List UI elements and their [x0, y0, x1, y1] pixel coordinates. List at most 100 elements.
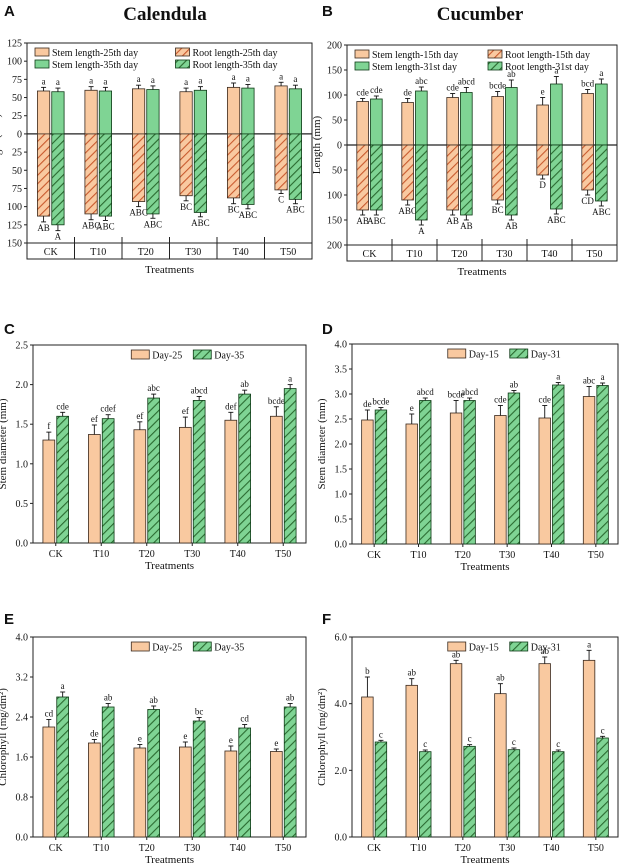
y-tick-label: 75	[12, 75, 22, 86]
x-tick-label: CK	[367, 843, 382, 854]
legend-swatch	[354, 61, 370, 71]
significance-letter: cde	[494, 395, 507, 405]
bar	[538, 663, 551, 838]
bar	[596, 385, 609, 545]
legend-swatch	[354, 49, 370, 59]
significance-letter: ABC	[547, 215, 566, 225]
y-tick-label: 6.0	[335, 633, 348, 644]
bar	[133, 429, 147, 544]
bar	[42, 439, 56, 544]
significance-letter: bcde	[268, 396, 285, 406]
chart-panel-f: 0.0 2.0 4.0 6.0 Chlorophyll (mg/dm²) b ab ab ab a…	[316, 633, 619, 866]
y-tick-label: 1.0	[335, 490, 348, 501]
y-tick-label: 200	[327, 241, 342, 252]
x-tick-label: T40	[543, 843, 559, 854]
bar	[491, 144, 504, 201]
significance-letter: bcde	[372, 397, 389, 407]
y-tick-label: 150	[327, 216, 342, 227]
y-axis-label: Chlorophyll (mg/dm²)	[316, 688, 328, 786]
significance-letter: a	[293, 74, 297, 84]
bar	[596, 737, 609, 838]
y-tick-label: 100	[327, 91, 342, 102]
plot-frame	[32, 344, 307, 544]
panel-letter-f: F	[322, 611, 331, 628]
legend-swatch	[192, 349, 212, 360]
bar	[288, 88, 303, 135]
significance-letter: c	[512, 737, 516, 747]
significance-letter: AB	[505, 221, 518, 231]
bar	[505, 144, 518, 216]
y-tick-label: 100	[7, 202, 22, 213]
bar	[552, 384, 565, 545]
y-tick-label: 100	[327, 191, 342, 202]
y-tick-label: 50	[332, 166, 342, 177]
legend-label: Root length-15th day	[505, 50, 590, 61]
legend-label: Stem length-35th day	[52, 60, 138, 71]
bar	[238, 393, 251, 544]
x-tick-label: T20	[138, 247, 154, 258]
y-axis-label: Length (mm)	[311, 115, 323, 174]
x-tick-label: T50	[588, 550, 604, 561]
x-tick-label: T20	[455, 843, 471, 854]
significance-letter: a	[556, 372, 560, 382]
significance-letter: abcd	[191, 385, 208, 395]
x-tick-label: T40	[541, 249, 557, 260]
x-tick-label: T20	[451, 249, 467, 260]
x-tick-label: T40	[233, 247, 249, 258]
bar	[374, 741, 388, 838]
significance-letter: a	[198, 76, 202, 86]
panel-letter-b: B	[322, 3, 333, 20]
y-tick-label: 0.0	[16, 833, 29, 844]
bar	[270, 415, 283, 544]
x-tick-label: CK	[49, 843, 64, 854]
legend-label: Root length-35th day	[193, 60, 278, 71]
y-tick-label: 150	[7, 239, 22, 250]
legend-label: Root length-25th day	[193, 48, 278, 59]
bar	[494, 693, 507, 838]
significance-letter: a	[279, 71, 283, 81]
legend-swatch	[487, 61, 503, 71]
bar	[449, 412, 463, 545]
significance-letter: a	[554, 66, 558, 76]
x-tick-label: T20	[139, 549, 155, 560]
significance-letter: AB	[460, 221, 473, 231]
bar	[224, 750, 238, 838]
x-tick-label: T20	[139, 843, 155, 854]
bar	[505, 87, 518, 146]
y-tick-label: 2.5	[335, 415, 348, 426]
bar	[460, 92, 473, 146]
legend-swatch	[487, 49, 503, 59]
bar	[288, 133, 303, 200]
y-tick-label: 0.0	[335, 540, 348, 551]
significance-letter: ABC	[398, 206, 417, 216]
legend-swatch	[447, 348, 467, 359]
significance-letter: cde	[538, 395, 551, 405]
bar	[415, 90, 428, 146]
x-tick-label: T10	[410, 843, 426, 854]
significance-letter: a	[103, 76, 107, 86]
bar	[193, 133, 208, 213]
bar	[463, 400, 476, 545]
plot-frame	[26, 42, 313, 244]
significance-letter: ABC	[286, 205, 305, 215]
legend-swatch	[130, 641, 150, 652]
bar	[131, 133, 146, 202]
bar	[356, 144, 369, 211]
significance-letter: a	[137, 74, 141, 84]
y-tick-label: 1.5	[16, 420, 29, 431]
significance-letter: c	[601, 725, 605, 735]
legend-swatch	[509, 348, 529, 359]
significance-letter: a	[246, 73, 250, 83]
bar	[88, 434, 101, 544]
bar	[401, 102, 414, 146]
legend-swatch	[509, 641, 529, 652]
bar	[283, 706, 297, 838]
legend-label: Day-31	[531, 350, 561, 361]
bar	[37, 90, 51, 135]
significance-letter: cde	[356, 88, 369, 98]
significance-letter: ab	[407, 668, 416, 678]
legend-label: Stem length-31st day	[372, 62, 457, 73]
legend-swatch	[175, 47, 190, 57]
significance-letter: a	[587, 639, 591, 649]
bar	[146, 89, 160, 135]
